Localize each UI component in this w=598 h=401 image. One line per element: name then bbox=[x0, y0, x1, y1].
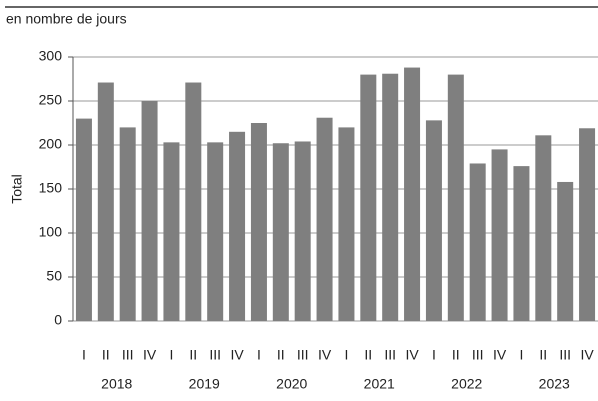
x-group-label: 2021 bbox=[364, 376, 395, 392]
x-tick-label: II bbox=[102, 347, 110, 363]
bar bbox=[579, 128, 596, 321]
bar bbox=[119, 127, 136, 322]
x-tick-label: II bbox=[452, 347, 460, 363]
x-tick-label: I bbox=[257, 347, 261, 363]
y-tick-label: 100 bbox=[39, 224, 63, 240]
x-tick-label: III bbox=[384, 347, 396, 363]
x-group-label: 2018 bbox=[101, 376, 132, 392]
y-axis-label: Total bbox=[9, 174, 25, 204]
y-tick-label: 200 bbox=[39, 136, 63, 152]
x-tick-label: II bbox=[364, 347, 372, 363]
y-tick-label: 150 bbox=[39, 180, 63, 196]
x-tick-label: III bbox=[472, 347, 484, 363]
bar bbox=[272, 143, 289, 321]
bar bbox=[404, 67, 421, 321]
bar bbox=[469, 163, 486, 321]
x-tick-label: III bbox=[209, 347, 221, 363]
bar bbox=[557, 181, 574, 321]
x-tick-label: I bbox=[169, 347, 173, 363]
x-tick-label: III bbox=[559, 347, 571, 363]
x-tick-label: III bbox=[122, 347, 134, 363]
bar bbox=[185, 82, 202, 322]
bar bbox=[75, 118, 92, 321]
bar bbox=[360, 74, 377, 321]
x-tick-label: II bbox=[189, 347, 197, 363]
x-tick-label: II bbox=[539, 347, 547, 363]
x-tick-label: I bbox=[82, 347, 86, 363]
bar bbox=[491, 149, 508, 321]
y-tick-label: 50 bbox=[46, 268, 62, 284]
x-tick-label: II bbox=[277, 347, 285, 363]
x-tick-label: I bbox=[344, 347, 348, 363]
bar bbox=[447, 74, 464, 321]
bar bbox=[163, 142, 180, 321]
bar bbox=[294, 141, 311, 321]
bar bbox=[382, 73, 399, 321]
y-tick-label: 300 bbox=[39, 48, 63, 64]
x-tick-label: IV bbox=[143, 347, 157, 363]
x-tick-label: IV bbox=[580, 347, 594, 363]
bar bbox=[425, 120, 442, 321]
x-tick-label: I bbox=[432, 347, 436, 363]
bar bbox=[229, 131, 246, 321]
bar bbox=[316, 117, 333, 321]
x-group-label: 2019 bbox=[189, 376, 220, 392]
bar bbox=[141, 101, 158, 321]
x-tick-label: III bbox=[297, 347, 309, 363]
chart-subtitle: en nombre de jours bbox=[6, 11, 127, 27]
bar bbox=[513, 166, 530, 321]
x-tick-label: IV bbox=[493, 347, 507, 363]
x-tick-label: IV bbox=[318, 347, 332, 363]
y-tick-label: 250 bbox=[39, 92, 63, 108]
x-group-label: 2022 bbox=[451, 376, 482, 392]
bar bbox=[535, 135, 552, 321]
x-tick-label: I bbox=[519, 347, 523, 363]
bar bbox=[207, 142, 224, 321]
y-tick-label: 0 bbox=[54, 312, 62, 328]
x-tick-label: IV bbox=[230, 347, 244, 363]
bar bbox=[97, 82, 114, 322]
x-group-label: 2020 bbox=[276, 376, 307, 392]
x-group-label: 2023 bbox=[539, 376, 570, 392]
bar bbox=[338, 127, 355, 322]
x-tick-label: IV bbox=[405, 347, 419, 363]
bar bbox=[250, 123, 267, 321]
